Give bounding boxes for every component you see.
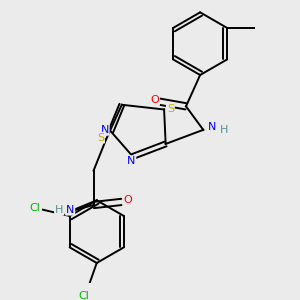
Text: S: S	[97, 133, 104, 143]
Text: N: N	[66, 205, 74, 215]
Text: H: H	[55, 205, 63, 215]
Text: S: S	[167, 104, 174, 115]
Text: N: N	[100, 125, 109, 135]
Text: N: N	[208, 122, 216, 132]
Text: O: O	[123, 195, 132, 205]
Text: Cl: Cl	[79, 291, 90, 300]
Text: N: N	[127, 156, 135, 166]
Text: O: O	[150, 95, 159, 105]
Text: Cl: Cl	[30, 203, 40, 213]
Text: H: H	[219, 125, 228, 135]
